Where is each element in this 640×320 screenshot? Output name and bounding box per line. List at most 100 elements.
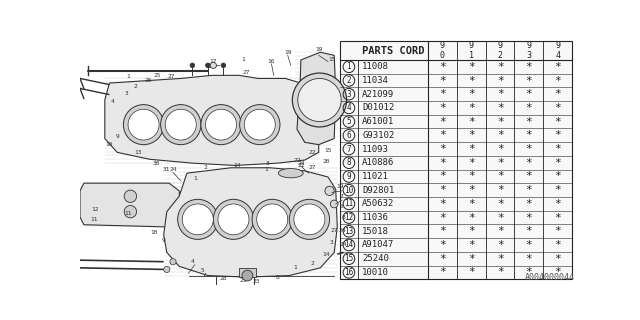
Text: 1: 1 xyxy=(241,58,244,62)
Text: *: * xyxy=(439,212,446,223)
Circle shape xyxy=(298,78,341,122)
Text: *: * xyxy=(468,185,475,195)
Text: A21099: A21099 xyxy=(362,90,394,99)
Circle shape xyxy=(210,62,216,68)
Text: A50632: A50632 xyxy=(362,199,394,208)
Circle shape xyxy=(164,266,170,273)
Text: 11: 11 xyxy=(90,217,98,222)
Text: *: * xyxy=(554,130,561,140)
Text: 4: 4 xyxy=(347,103,351,112)
Text: *: * xyxy=(554,158,561,168)
Text: 27: 27 xyxy=(243,70,250,75)
Text: 14: 14 xyxy=(323,252,330,257)
Text: 31: 31 xyxy=(163,167,170,172)
Text: *: * xyxy=(497,254,504,264)
Text: *: * xyxy=(554,144,561,154)
Text: *: * xyxy=(525,185,532,195)
Text: 3: 3 xyxy=(329,240,333,245)
Text: 11008: 11008 xyxy=(362,62,389,71)
Text: 11021: 11021 xyxy=(362,172,389,181)
Text: *: * xyxy=(497,226,504,236)
Text: 22: 22 xyxy=(293,157,301,163)
Text: 27: 27 xyxy=(330,228,338,233)
Circle shape xyxy=(221,63,226,68)
Text: 1: 1 xyxy=(126,74,130,79)
Text: *: * xyxy=(497,268,504,277)
Text: *: * xyxy=(468,130,475,140)
Text: 8: 8 xyxy=(347,158,351,167)
Text: D92801: D92801 xyxy=(362,186,394,195)
Text: 14: 14 xyxy=(233,163,240,168)
Circle shape xyxy=(239,105,280,145)
Circle shape xyxy=(242,270,253,281)
Text: *: * xyxy=(554,76,561,85)
Text: *: * xyxy=(468,116,475,127)
Text: *: * xyxy=(439,103,446,113)
Text: *: * xyxy=(525,240,532,250)
Text: 3: 3 xyxy=(125,91,129,96)
Text: *: * xyxy=(497,89,504,99)
Circle shape xyxy=(182,204,213,235)
Text: 9: 9 xyxy=(115,134,119,140)
Text: *: * xyxy=(439,185,446,195)
Text: 24: 24 xyxy=(169,167,177,172)
Text: 3: 3 xyxy=(266,161,269,166)
Text: *: * xyxy=(554,226,561,236)
Text: 13: 13 xyxy=(134,150,142,155)
Circle shape xyxy=(252,199,292,239)
Text: *: * xyxy=(439,240,446,250)
Text: *: * xyxy=(468,226,475,236)
Text: 23: 23 xyxy=(253,279,260,284)
Text: *: * xyxy=(439,254,446,264)
Text: 19: 19 xyxy=(336,184,344,189)
Text: *: * xyxy=(439,226,446,236)
Circle shape xyxy=(289,199,330,239)
Text: *: * xyxy=(554,62,561,72)
Text: *: * xyxy=(525,172,532,181)
Text: *: * xyxy=(554,185,561,195)
Polygon shape xyxy=(297,52,336,145)
Text: *: * xyxy=(439,199,446,209)
Text: *: * xyxy=(554,103,561,113)
Circle shape xyxy=(292,73,347,127)
Text: *: * xyxy=(525,116,532,127)
Text: 12: 12 xyxy=(344,213,353,222)
Circle shape xyxy=(201,105,241,145)
Text: *: * xyxy=(525,254,532,264)
Circle shape xyxy=(294,204,325,235)
Text: *: * xyxy=(439,62,446,72)
Text: 9: 9 xyxy=(347,172,351,181)
Text: *: * xyxy=(497,212,504,223)
Text: 9
3: 9 3 xyxy=(526,41,531,60)
Bar xyxy=(340,42,572,279)
Text: *: * xyxy=(468,199,475,209)
Text: *: * xyxy=(468,103,475,113)
Text: 15: 15 xyxy=(328,58,335,62)
Circle shape xyxy=(257,204,288,235)
Text: *: * xyxy=(439,116,446,127)
Text: *: * xyxy=(468,144,475,154)
Text: *: * xyxy=(439,89,446,99)
Text: 1: 1 xyxy=(347,62,351,71)
Text: 24: 24 xyxy=(297,161,305,166)
Text: 1: 1 xyxy=(264,167,268,172)
Text: 30: 30 xyxy=(152,161,160,166)
Text: 9
1: 9 1 xyxy=(468,41,474,60)
Text: 14: 14 xyxy=(344,241,353,250)
Text: *: * xyxy=(497,62,504,72)
Text: *: * xyxy=(525,62,532,72)
Text: *: * xyxy=(497,144,504,154)
Text: 13: 13 xyxy=(344,227,353,236)
Text: 2: 2 xyxy=(347,76,351,85)
Text: 5: 5 xyxy=(200,268,204,273)
Polygon shape xyxy=(105,75,319,165)
Text: A61001: A61001 xyxy=(362,117,394,126)
Ellipse shape xyxy=(278,169,303,178)
Text: 16: 16 xyxy=(268,59,275,64)
Circle shape xyxy=(205,109,237,140)
Text: 10: 10 xyxy=(150,230,158,235)
Text: 1: 1 xyxy=(294,265,298,270)
Polygon shape xyxy=(80,183,180,227)
Circle shape xyxy=(205,63,210,68)
Circle shape xyxy=(218,204,249,235)
